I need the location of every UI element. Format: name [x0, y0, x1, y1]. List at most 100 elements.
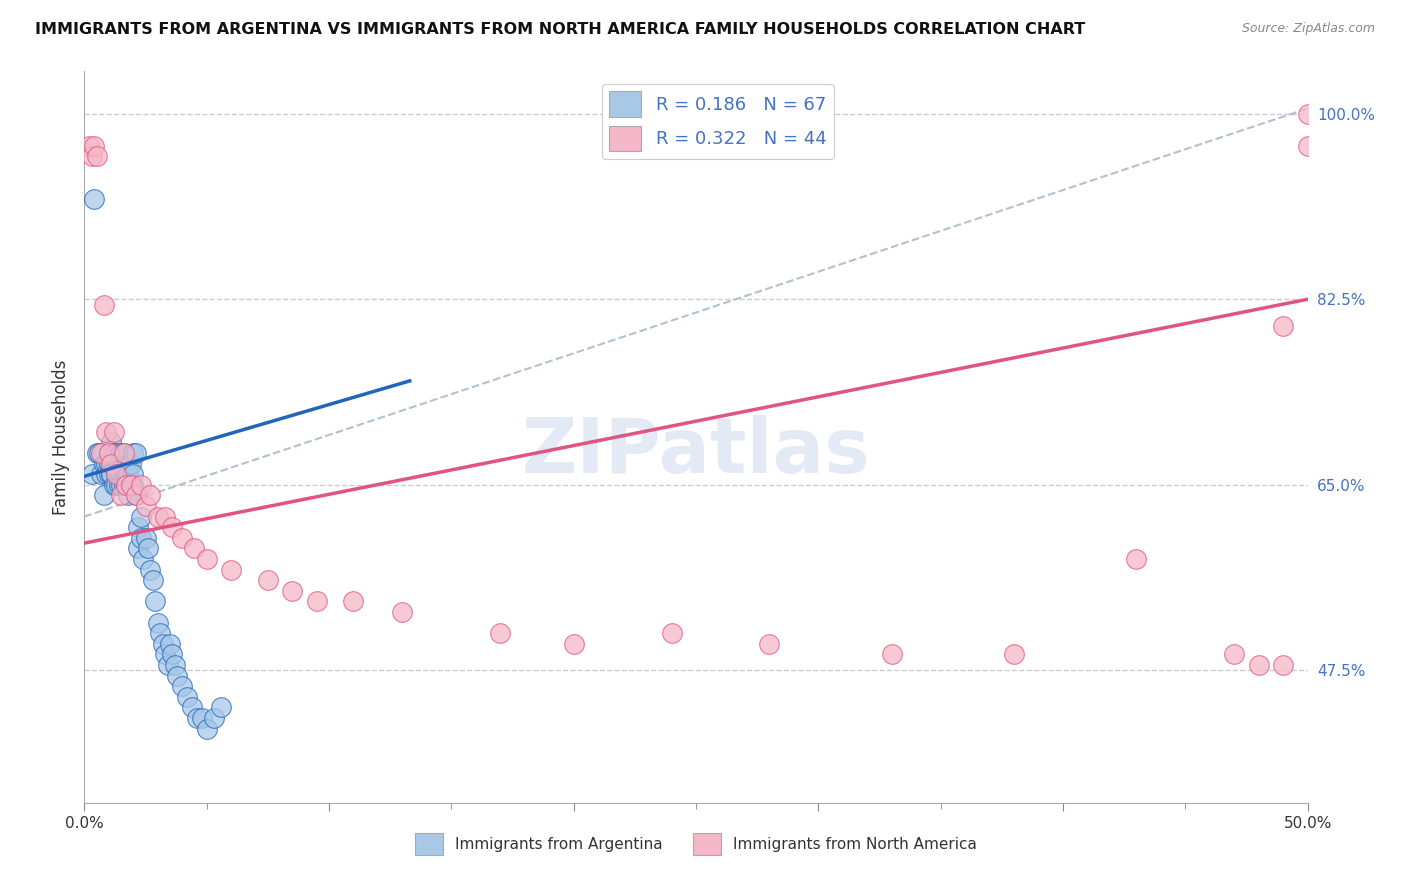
Point: [342, 594, 364, 608]
Point: [156, 658, 179, 673]
Point: [257, 573, 280, 587]
Point: [86, 149, 108, 163]
Point: [202, 711, 225, 725]
Point: [129, 509, 152, 524]
Point: [195, 552, 218, 566]
Point: [105, 467, 128, 482]
Point: [96, 457, 118, 471]
Point: [172, 531, 194, 545]
Point: [112, 446, 135, 460]
Point: [146, 615, 169, 630]
Point: [107, 477, 129, 491]
Point: [153, 648, 176, 662]
Point: [129, 531, 152, 545]
Point: [129, 477, 152, 491]
Point: [115, 477, 138, 491]
Point: [186, 711, 208, 725]
Y-axis label: Family Households: Family Households: [52, 359, 70, 515]
Point: [135, 499, 157, 513]
Point: [163, 658, 186, 673]
Point: [661, 626, 683, 640]
Point: [115, 477, 138, 491]
Point: [219, 563, 242, 577]
Point: [562, 637, 585, 651]
Point: [80, 149, 103, 163]
Point: [93, 488, 115, 502]
Point: [281, 583, 304, 598]
Point: [90, 446, 112, 460]
Point: [166, 668, 188, 682]
Point: [758, 637, 780, 651]
Point: [127, 520, 149, 534]
Point: [125, 488, 148, 502]
Point: [146, 509, 169, 524]
Point: [880, 648, 903, 662]
Point: [112, 477, 135, 491]
Point: [100, 467, 122, 482]
Point: [122, 477, 145, 491]
Point: [93, 457, 115, 471]
Point: [195, 722, 218, 736]
Point: [152, 637, 174, 651]
Point: [183, 541, 205, 556]
Point: [105, 477, 128, 491]
Point: [209, 700, 232, 714]
Point: [117, 467, 139, 482]
Point: [153, 509, 176, 524]
Point: [162, 520, 184, 534]
Point: [127, 541, 149, 556]
Point: [80, 467, 103, 482]
Point: [139, 488, 162, 502]
Point: [122, 467, 145, 482]
Point: [110, 446, 132, 460]
Point: [103, 446, 125, 460]
Point: [1272, 318, 1295, 333]
Point: [172, 679, 194, 693]
Point: [143, 594, 166, 608]
Point: [112, 446, 135, 460]
Point: [77, 138, 100, 153]
Point: [86, 446, 108, 460]
Text: Source: ZipAtlas.com: Source: ZipAtlas.com: [1241, 22, 1375, 36]
Text: IMMIGRANTS FROM ARGENTINA VS IMMIGRANTS FROM NORTH AMERICA FAMILY HOUSEHOLDS COR: IMMIGRANTS FROM ARGENTINA VS IMMIGRANTS …: [35, 22, 1085, 37]
Point: [305, 594, 328, 608]
Point: [1125, 552, 1147, 566]
Point: [97, 446, 120, 460]
Point: [117, 457, 139, 471]
Point: [122, 446, 145, 460]
Point: [96, 467, 118, 482]
Point: [83, 138, 105, 153]
Point: [100, 467, 122, 482]
Point: [115, 467, 138, 482]
Point: [1296, 107, 1319, 121]
Legend: Immigrants from Argentina, Immigrants from North America: Immigrants from Argentina, Immigrants fr…: [409, 827, 983, 861]
Point: [83, 192, 105, 206]
Point: [96, 425, 118, 439]
Point: [139, 563, 162, 577]
Point: [125, 446, 148, 460]
Point: [1002, 648, 1025, 662]
Point: [181, 700, 204, 714]
Point: [110, 467, 132, 482]
Point: [87, 446, 110, 460]
Point: [107, 467, 129, 482]
Point: [97, 457, 120, 471]
Point: [136, 541, 159, 556]
Point: [1247, 658, 1270, 673]
Point: [97, 467, 120, 482]
Point: [93, 297, 115, 311]
Point: [105, 467, 128, 482]
Point: [107, 457, 129, 471]
Point: [135, 531, 157, 545]
Point: [120, 477, 142, 491]
Point: [1272, 658, 1295, 673]
Point: [100, 435, 122, 450]
Point: [112, 467, 135, 482]
Point: [125, 488, 148, 502]
Point: [100, 457, 122, 471]
Point: [1296, 138, 1319, 153]
Point: [162, 648, 184, 662]
Point: [120, 477, 142, 491]
Point: [159, 637, 181, 651]
Point: [132, 552, 155, 566]
